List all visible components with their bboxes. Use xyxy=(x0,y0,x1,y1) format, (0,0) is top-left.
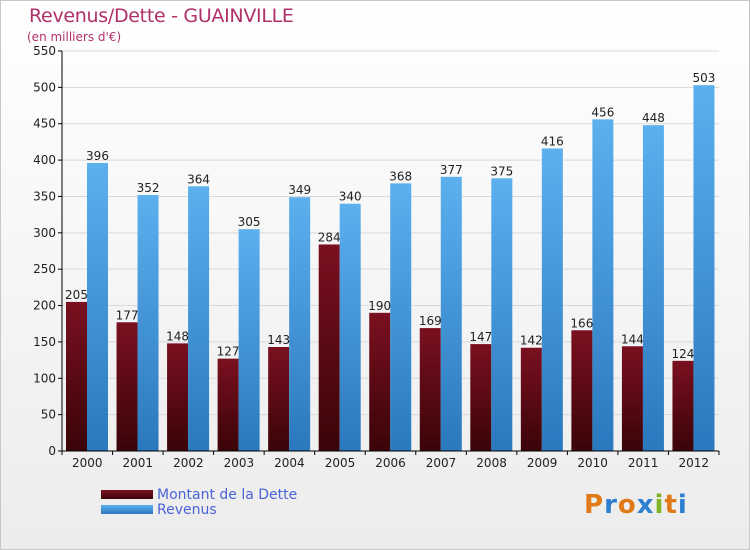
data-label-dette: 166 xyxy=(570,316,593,330)
bar-dette xyxy=(369,312,391,451)
data-label-revenus: 416 xyxy=(541,134,564,148)
bar-revenus xyxy=(339,203,361,451)
bar-dette xyxy=(419,328,441,451)
data-label-dette: 127 xyxy=(217,345,240,359)
legend-label-revenus: Revenus xyxy=(157,501,217,518)
legend-item-dette: Montant de la Dette xyxy=(101,486,298,503)
logo-letter: r xyxy=(604,490,618,520)
chart-title: Revenus/Dette - GUAINVILLE xyxy=(29,5,294,27)
y-tick-label: 100 xyxy=(33,371,56,385)
data-label-revenus: 364 xyxy=(187,172,210,186)
bar-dette xyxy=(318,244,340,451)
data-label-revenus: 503 xyxy=(693,71,716,85)
x-tick-label: 2003 xyxy=(224,456,255,470)
x-tick-label: 2005 xyxy=(325,456,356,470)
y-tick-label: 500 xyxy=(33,80,56,94)
x-tick-label: 2000 xyxy=(72,456,103,470)
data-label-dette: 190 xyxy=(368,299,391,313)
x-tick-label: 2007 xyxy=(426,456,457,470)
y-tick-label: 550 xyxy=(33,44,56,58)
bar-dette xyxy=(672,360,694,451)
y-tick-label: 0 xyxy=(48,444,56,458)
bar-revenus xyxy=(693,85,715,451)
legend: Montant de la Dette Revenus xyxy=(101,486,298,518)
legend-swatch-dette xyxy=(101,490,153,499)
bar-revenus xyxy=(491,178,513,452)
legend-label-dette: Montant de la Dette xyxy=(157,486,298,503)
data-label-revenus: 456 xyxy=(591,105,614,119)
x-tick-label: 2001 xyxy=(123,456,154,470)
y-tick-label: 450 xyxy=(33,117,56,131)
data-label-revenus: 305 xyxy=(238,215,261,229)
data-label-revenus: 396 xyxy=(86,149,109,163)
x-tick-label: 2009 xyxy=(527,456,558,470)
bar-dette xyxy=(217,358,239,451)
x-tick-label: 2006 xyxy=(375,456,406,470)
data-label-dette: 169 xyxy=(419,314,442,328)
bar-dette xyxy=(621,346,643,451)
data-label-dette: 205 xyxy=(65,288,88,302)
bar-dette xyxy=(116,322,138,451)
logo-letter: P xyxy=(584,490,605,520)
bar-revenus xyxy=(390,183,412,451)
data-label-revenus: 375 xyxy=(490,164,513,178)
data-label-revenus: 448 xyxy=(642,111,665,125)
data-label-dette: 142 xyxy=(520,334,543,348)
legend-item-revenus: Revenus xyxy=(101,501,297,518)
data-label-dette: 147 xyxy=(469,330,492,344)
bar-dette xyxy=(571,330,593,451)
bar-dette xyxy=(470,344,492,451)
data-label-dette: 148 xyxy=(166,329,189,343)
bar-revenus xyxy=(238,229,260,451)
x-tick-label: 2012 xyxy=(678,456,709,470)
data-label-revenus: 377 xyxy=(440,163,463,177)
bar-revenus xyxy=(642,125,664,451)
proxiti-logo: Proxiti xyxy=(584,490,688,520)
y-tick-label: 300 xyxy=(33,226,56,240)
logo-letter: i xyxy=(654,490,665,520)
y-tick-label: 50 xyxy=(41,408,56,422)
data-label-revenus: 349 xyxy=(288,183,311,197)
x-tick-label: 2008 xyxy=(476,456,507,470)
y-tick-label: 400 xyxy=(33,153,56,167)
chart-subtitle: (en milliers d'€) xyxy=(27,30,122,44)
bar-dette xyxy=(66,301,87,451)
x-tick-label: 2002 xyxy=(173,456,204,470)
data-label-revenus: 340 xyxy=(339,190,362,204)
bar-revenus xyxy=(592,119,614,451)
x-tick-label: 2011 xyxy=(628,456,659,470)
bar-revenus xyxy=(289,197,311,451)
logo-letter: x xyxy=(636,490,655,520)
x-tick-label: 2010 xyxy=(577,456,608,470)
bar-revenus xyxy=(87,163,108,451)
y-tick-label: 200 xyxy=(33,299,56,313)
legend-swatch-revenus xyxy=(101,505,153,514)
bar-revenus xyxy=(137,195,159,451)
data-label-dette: 177 xyxy=(116,308,139,322)
logo-letter: t xyxy=(664,490,678,520)
logo-letter: i xyxy=(677,490,688,520)
data-label-dette: 124 xyxy=(672,347,695,361)
y-tick-label: 150 xyxy=(33,335,56,349)
logo-letter: o xyxy=(617,490,637,520)
bar-revenus xyxy=(440,176,462,451)
data-label-revenus: 368 xyxy=(389,169,412,183)
bar-dette xyxy=(268,347,290,451)
data-label-dette: 143 xyxy=(267,333,290,347)
y-tick-label: 250 xyxy=(33,262,56,276)
bar-dette xyxy=(167,343,189,451)
x-tick-label: 2004 xyxy=(274,456,305,470)
bar-dette xyxy=(520,347,542,451)
bar-revenus xyxy=(541,148,563,452)
bar-revenus xyxy=(188,186,210,452)
data-label-dette: 144 xyxy=(621,332,644,346)
data-label-revenus: 352 xyxy=(137,181,160,195)
y-tick-label: 350 xyxy=(33,189,56,203)
data-label-dette: 284 xyxy=(318,230,341,244)
